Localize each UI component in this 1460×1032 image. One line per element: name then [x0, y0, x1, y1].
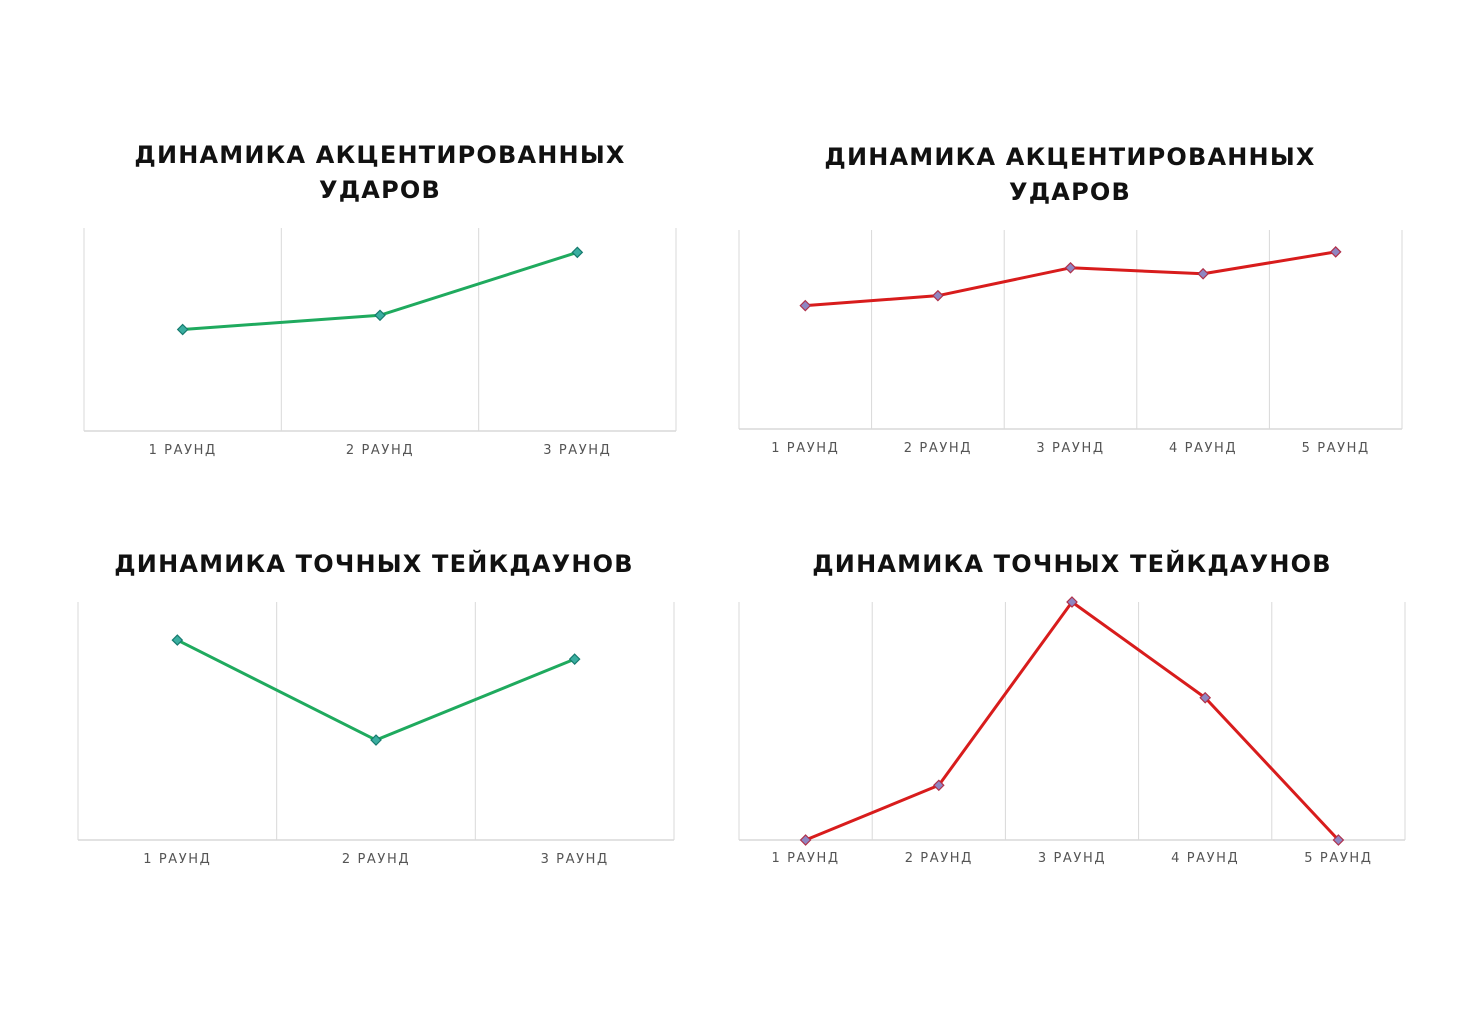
data-point-marker: [932, 289, 944, 302]
x-tick-label: 5 РАУНД: [1304, 851, 1372, 866]
data-point-marker: [1199, 691, 1212, 704]
chart-title: ДИНАМИКА АКЦЕНТИРОВАННЫХ УДАРОВ: [824, 143, 1316, 206]
chart-title: ДИНАМИКА ТОЧНЫХ ТЕЙКДАУНОВ: [812, 550, 1332, 578]
x-tick-label: 2 РАУНД: [905, 851, 973, 866]
x-tick-label: 1 РАУНД: [771, 441, 839, 456]
data-point-marker: [571, 246, 584, 259]
x-tick-label: 1 РАУНД: [771, 851, 839, 866]
x-tick-label: 3 РАУНД: [541, 852, 609, 867]
data-point-marker: [374, 309, 386, 322]
data-point-marker: [1332, 834, 1345, 846]
x-tick-label: 2 РАУНД: [346, 443, 414, 458]
x-tick-label: 1 РАУНД: [149, 443, 217, 458]
data-point-marker: [1064, 261, 1077, 274]
x-tick-label: 5 РАУНД: [1302, 441, 1370, 456]
data-point-marker: [176, 323, 189, 336]
data-point-marker: [1066, 596, 1078, 608]
data-point-marker: [799, 299, 812, 312]
data-point-marker: [1197, 267, 1209, 280]
x-tick-label: 4 РАУНД: [1171, 851, 1239, 866]
x-tick-label: 4 РАУНД: [1169, 441, 1237, 456]
series-line: [805, 600, 1340, 842]
data-point-marker: [799, 834, 812, 846]
x-tick-label: 3 РАУНД: [1038, 851, 1106, 866]
x-tick-label: 3 РАУНД: [1036, 441, 1104, 456]
data-point-marker: [370, 734, 382, 746]
x-tick-label: 3 РАУНД: [543, 443, 611, 458]
data-point-marker: [932, 779, 945, 792]
chart-title: ДИНАМИКА ТОЧНЫХ ТЕЙКДАУНОВ: [114, 550, 634, 578]
chart-title: ДИНАМИКА АКЦЕНТИРОВАННЫХ УДАРОВ: [134, 141, 626, 204]
data-point-marker: [1329, 246, 1342, 258]
data-point-marker: [568, 653, 581, 665]
x-tick-label: 1 РАУНД: [143, 852, 211, 867]
data-point-marker: [171, 634, 184, 646]
x-tick-label: 2 РАУНД: [342, 852, 410, 867]
x-tick-label: 2 РАУНД: [904, 441, 972, 456]
